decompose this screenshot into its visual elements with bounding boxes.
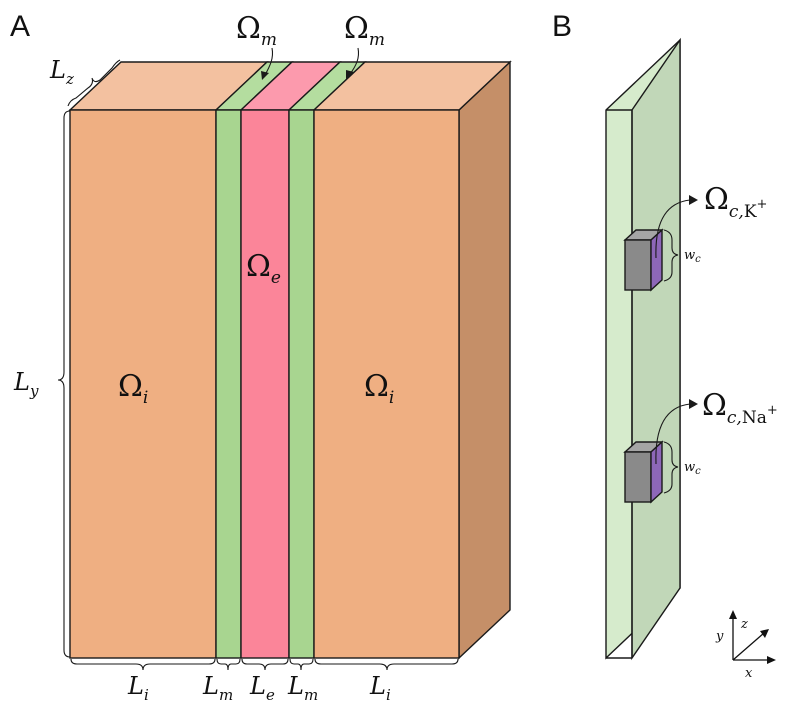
membrane-slab (605, 37, 681, 661)
slab-front-face (631, 37, 681, 661)
front-extracellular (240, 109, 290, 659)
label-wc-k: wc (684, 248, 701, 265)
channel-na-side (650, 440, 663, 504)
front-right-membrane (288, 109, 315, 659)
brace-li-left (70, 658, 216, 671)
label-le: Le (249, 672, 275, 702)
label-omega-c-k: Ωc,K+ (704, 182, 767, 222)
label-li-left: Li (127, 672, 149, 702)
front-left-intracellular (69, 109, 217, 659)
label-ly: Ly (13, 368, 39, 400)
label-omega-i-right: Ωi (364, 369, 394, 408)
arrowhead-omega-m-left (261, 71, 269, 80)
label-omega-e: Ωe (246, 249, 281, 288)
channel-k-front (624, 239, 652, 291)
channel-na-front (624, 451, 652, 503)
axis-z-arrowhead (760, 629, 769, 638)
label-lm-left: Lm (202, 672, 233, 702)
axis-z-line (732, 632, 765, 661)
brace-le (241, 658, 289, 671)
label-omega-c-na: Ωc,Na+ (702, 388, 778, 428)
label-li-right: Li (369, 672, 391, 702)
label-omega-m-right: Ωm (344, 11, 385, 50)
brace-lm-left (216, 658, 241, 671)
arrowhead-channel-na (689, 399, 698, 409)
arrow-channel-na (655, 403, 691, 465)
label-omega-i-left: Ωi (118, 369, 148, 408)
channel-k-side (650, 228, 663, 292)
block-side-face (458, 60, 511, 660)
arrowhead-omega-m-right (346, 70, 354, 79)
brace-wc-na (663, 441, 679, 494)
brace-lm-right (289, 658, 314, 671)
axis-z-label: z (740, 617, 748, 632)
label-wc-na: wc (684, 460, 701, 477)
arrow-channel-k (655, 199, 691, 259)
label-lz: Lz (49, 56, 74, 88)
brace-lz (67, 59, 121, 107)
label-omega-m-left: Ωm (236, 11, 277, 50)
tissue-block (68, 60, 512, 660)
axis-x-label: x (745, 666, 753, 681)
axis-triad: y z x (715, 610, 776, 681)
front-right-intracellular (313, 109, 460, 659)
brace-wc-k (663, 229, 679, 282)
brace-li-right (314, 658, 459, 671)
panel-b-letter: B (552, 10, 572, 43)
front-left-membrane (215, 109, 242, 659)
channel-na (623, 440, 664, 504)
channel-k (623, 228, 664, 292)
label-lm-right: Lm (287, 672, 318, 702)
arrowhead-channel-k (689, 195, 698, 205)
brace-ly (57, 110, 71, 658)
panel-a-letter: A (10, 10, 30, 43)
axis-y-label: y (715, 629, 724, 644)
axis-y-arrowhead (729, 610, 737, 619)
axis-x-arrowhead (767, 656, 776, 664)
